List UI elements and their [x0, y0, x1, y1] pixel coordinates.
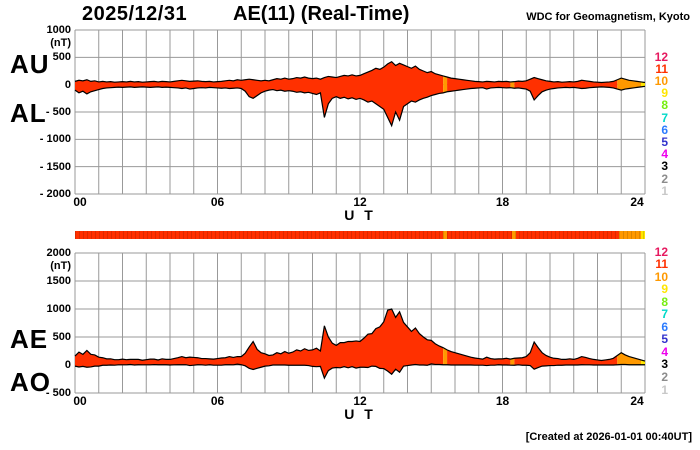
- index-band-segment: [443, 347, 448, 365]
- y-tick-label: 0: [64, 78, 71, 91]
- y-unit-label: (nT): [50, 37, 71, 49]
- legend-count-10: 10: [654, 269, 668, 284]
- ut-axis-label-top: U T: [344, 207, 376, 223]
- ao-trace: [74, 363, 645, 380]
- y-tick-label: - 1000: [39, 133, 71, 146]
- ae-trace: [74, 308, 646, 362]
- legend-count-2: 2: [661, 171, 668, 186]
- y-tick-label: - 500: [45, 387, 71, 399]
- ae-series-label: AE: [10, 324, 49, 354]
- y-tick-label: - 2000: [39, 188, 71, 200]
- ao-series-label: AO: [10, 367, 51, 397]
- index-band-segment: [447, 77, 511, 92]
- x-tick-label: 06: [210, 394, 225, 408]
- plot-date: 2025/12/31: [82, 3, 188, 25]
- bar-segment: [443, 231, 448, 239]
- legend-count-1: 1: [661, 382, 668, 397]
- au-trace: [74, 60, 646, 84]
- index-band-segment: [447, 349, 511, 366]
- index-band-segment: [617, 352, 642, 365]
- legend-count-1: 1: [661, 183, 668, 198]
- legend-count-12: 12: [654, 49, 668, 64]
- bar-segment: [447, 231, 512, 239]
- bar-minute-stripes: [75, 231, 645, 239]
- al-series-label: AL: [10, 98, 47, 128]
- index-band-segment: [443, 75, 448, 93]
- bar-segment: [75, 231, 444, 239]
- x-tick-label: 06: [210, 195, 225, 209]
- bar-segment: [618, 231, 641, 239]
- legend-count-7: 7: [661, 307, 668, 322]
- x-tick-label: 24: [630, 394, 644, 408]
- index-band-segment: [75, 309, 444, 379]
- y-tick-label: 1000: [46, 24, 71, 36]
- x-tick-label: 00: [73, 195, 87, 209]
- x-tick-label: 18: [495, 195, 510, 209]
- y-tick-label: 0: [64, 359, 71, 371]
- legend-count-5: 5: [661, 134, 668, 149]
- source-label: WDC for Geomagnetism, Kyoto: [526, 11, 690, 23]
- x-tick-label: 24: [630, 195, 644, 209]
- bar-segment: [516, 231, 619, 239]
- index-band-segment: [514, 77, 618, 100]
- index-band-segment: [641, 81, 645, 87]
- legend-count-5: 5: [661, 332, 668, 347]
- legend-count-8: 8: [661, 98, 668, 113]
- index-band-segment: [510, 81, 515, 89]
- legend-count-4: 4: [661, 147, 668, 162]
- y-tick-label: 1000: [46, 303, 71, 315]
- x-tick-label: 00: [73, 394, 87, 408]
- index-band-segment: [514, 342, 618, 370]
- legend-count-11: 11: [655, 61, 668, 76]
- y-tick-label: 2000: [46, 247, 71, 259]
- ut-axis-label-bottom: U T: [344, 406, 376, 422]
- x-tick-label: 18: [495, 394, 510, 408]
- y-tick-label: 500: [52, 331, 71, 343]
- au-series-label: AU: [10, 49, 50, 79]
- bar-segment: [640, 231, 645, 239]
- legend-count-3: 3: [661, 159, 668, 174]
- legend-count-11: 11: [655, 257, 668, 272]
- index-band-segment: [510, 358, 515, 366]
- legend-count-9: 9: [661, 86, 668, 101]
- legend-count-8: 8: [661, 294, 668, 309]
- y-tick-label: 500: [52, 51, 71, 64]
- legend-count-2: 2: [661, 370, 668, 384]
- legend-count-6: 6: [661, 319, 668, 334]
- created-at-label: [Created at 2026-01-01 00:40UT]: [525, 431, 692, 443]
- legend-count-3: 3: [661, 357, 668, 372]
- legend-count-4: 4: [661, 344, 668, 359]
- legend-count-9: 9: [661, 282, 668, 297]
- legend-count-6: 6: [661, 122, 668, 137]
- y-tick-label: 1500: [46, 275, 71, 287]
- x-tick-label: 12: [353, 394, 367, 408]
- al-trace: [74, 85, 646, 128]
- y-unit-label: (nT): [50, 260, 71, 272]
- y-tick-label: - 1500: [39, 160, 71, 173]
- legend-count-7: 7: [661, 110, 668, 125]
- legend-count-12: 12: [654, 244, 668, 259]
- x-tick-label: 12: [353, 195, 367, 209]
- plot-title: AE(11) (Real-Time): [233, 3, 410, 25]
- legend-count-10: 10: [654, 73, 668, 88]
- y-tick-label: - 500: [45, 106, 71, 118]
- bar-segment: [512, 231, 517, 239]
